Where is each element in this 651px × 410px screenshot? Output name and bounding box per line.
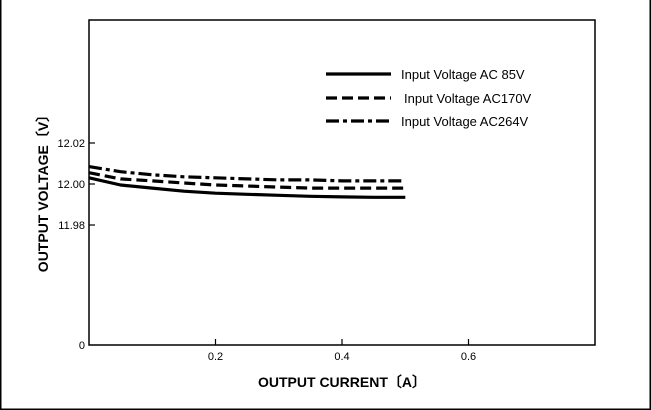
y-tick-label: 12.02: [57, 138, 85, 150]
legend-label-1: Input Voltage AC 85V: [401, 67, 525, 82]
x-tick-label: 0.6: [461, 351, 476, 363]
y-tick-label: 12.00: [57, 179, 85, 191]
x-axis-label: OUTPUT CURRENT〔A〕: [258, 374, 426, 390]
series-line-2: [88, 171, 406, 190]
y-tick-label: 11.98: [58, 220, 85, 232]
series-line-1: [88, 176, 406, 199]
y-tick-label: 0: [79, 340, 85, 352]
x-tick-label: 0.2: [208, 351, 223, 363]
x-tick-label: 0.4: [334, 351, 349, 363]
y-axis-label: OUTPUT VOLTAGE〔V〕: [35, 108, 51, 272]
legend-label-3: Input Voltage AC264V: [401, 114, 529, 129]
legend-label-2: Input Voltage AC170V: [404, 91, 532, 106]
series-line-3: [88, 165, 406, 183]
